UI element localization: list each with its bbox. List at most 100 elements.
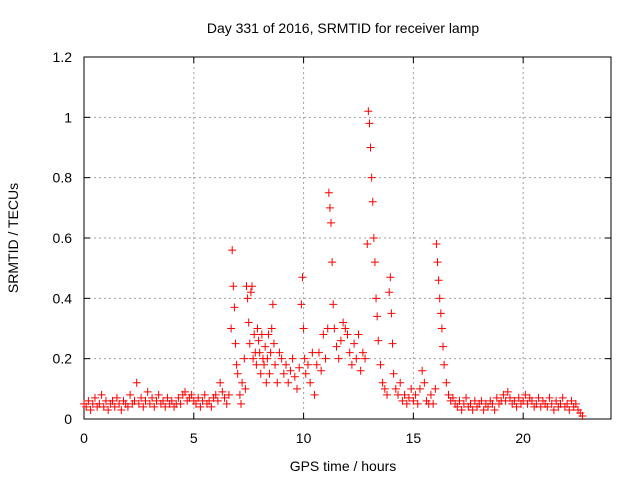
data-point	[358, 348, 367, 357]
data-point	[82, 402, 91, 411]
data-point	[194, 393, 203, 402]
data-point	[571, 399, 580, 408]
data-point	[345, 348, 354, 357]
data-point	[545, 393, 554, 402]
data-point	[437, 324, 446, 333]
y-tick-label: 0	[64, 411, 72, 427]
data-point	[312, 360, 321, 369]
data-point	[440, 360, 449, 369]
data-point	[254, 336, 263, 345]
data-point	[159, 396, 168, 405]
data-point	[383, 390, 392, 399]
data-point	[415, 384, 424, 393]
data-point	[514, 393, 523, 402]
data-point	[369, 234, 378, 242]
grid-layer	[84, 57, 611, 419]
data-point	[409, 396, 418, 405]
data-point	[510, 396, 519, 405]
data-point	[523, 399, 532, 408]
data-point	[404, 393, 413, 402]
data-point	[321, 354, 330, 363]
data-point	[295, 363, 304, 372]
data-point	[200, 390, 209, 399]
data-point	[400, 390, 409, 399]
data-point	[143, 387, 152, 396]
data-point	[267, 324, 276, 333]
x-tick-label: 5	[190, 430, 198, 446]
data-point	[306, 378, 315, 387]
data-point	[298, 273, 307, 282]
data-point	[363, 240, 372, 249]
data-point	[132, 378, 141, 387]
data-point	[319, 330, 328, 339]
data-point	[413, 399, 422, 408]
points-layer	[80, 107, 587, 420]
data-point	[292, 384, 301, 393]
data-point	[444, 390, 453, 399]
data-point	[332, 342, 341, 351]
y-tick-label: 0.6	[53, 230, 73, 246]
y-tick-label: 1	[64, 109, 72, 125]
data-point	[263, 354, 272, 363]
data-point	[354, 330, 363, 339]
data-point	[134, 399, 143, 408]
data-point	[269, 339, 278, 348]
data-point	[284, 378, 293, 387]
data-point	[95, 399, 104, 408]
data-point	[434, 276, 443, 285]
data-point	[512, 402, 521, 411]
data-point	[174, 393, 183, 402]
data-point	[227, 324, 236, 333]
data-point	[411, 390, 420, 399]
data-point	[479, 405, 488, 414]
data-point	[167, 396, 176, 405]
data-point	[385, 288, 394, 297]
data-point	[396, 378, 405, 387]
data-point	[547, 399, 556, 408]
data-point	[370, 258, 379, 267]
data-point	[154, 390, 163, 399]
data-point	[367, 173, 376, 182]
data-point	[240, 354, 249, 363]
data-point	[361, 354, 370, 363]
data-point	[521, 390, 530, 399]
data-point	[499, 390, 508, 399]
data-point	[130, 396, 139, 405]
data-point	[279, 369, 288, 378]
data-point	[317, 366, 326, 375]
data-point	[534, 393, 543, 402]
y-axis-label: SRMTID / TECUs	[5, 183, 21, 293]
frame-layer	[83, 56, 612, 420]
data-point	[256, 369, 265, 378]
data-point	[187, 390, 196, 399]
y-tick-label: 1.2	[53, 49, 73, 65]
data-point	[558, 393, 567, 402]
data-point	[490, 405, 499, 414]
data-point	[567, 396, 576, 405]
data-point	[205, 396, 214, 405]
data-point	[110, 402, 119, 411]
data-point	[436, 309, 445, 318]
data-point	[352, 354, 361, 363]
data-point	[299, 324, 308, 333]
data-point	[139, 402, 148, 411]
data-point	[505, 393, 514, 402]
data-point	[429, 399, 438, 408]
data-point	[161, 402, 170, 411]
data-point	[378, 378, 387, 387]
data-point	[196, 402, 205, 411]
data-point	[426, 390, 435, 399]
data-point	[503, 387, 512, 396]
data-point	[356, 366, 365, 375]
data-point	[230, 303, 239, 312]
data-point	[347, 360, 356, 369]
data-point	[126, 390, 135, 399]
data-point	[336, 336, 345, 345]
data-point	[453, 402, 462, 411]
data-point	[211, 390, 220, 399]
chart-title: Day 331 of 2016, SRMTID for receiver lam…	[207, 20, 480, 36]
data-point	[455, 396, 464, 405]
data-point	[303, 360, 312, 369]
data-point	[191, 399, 200, 408]
